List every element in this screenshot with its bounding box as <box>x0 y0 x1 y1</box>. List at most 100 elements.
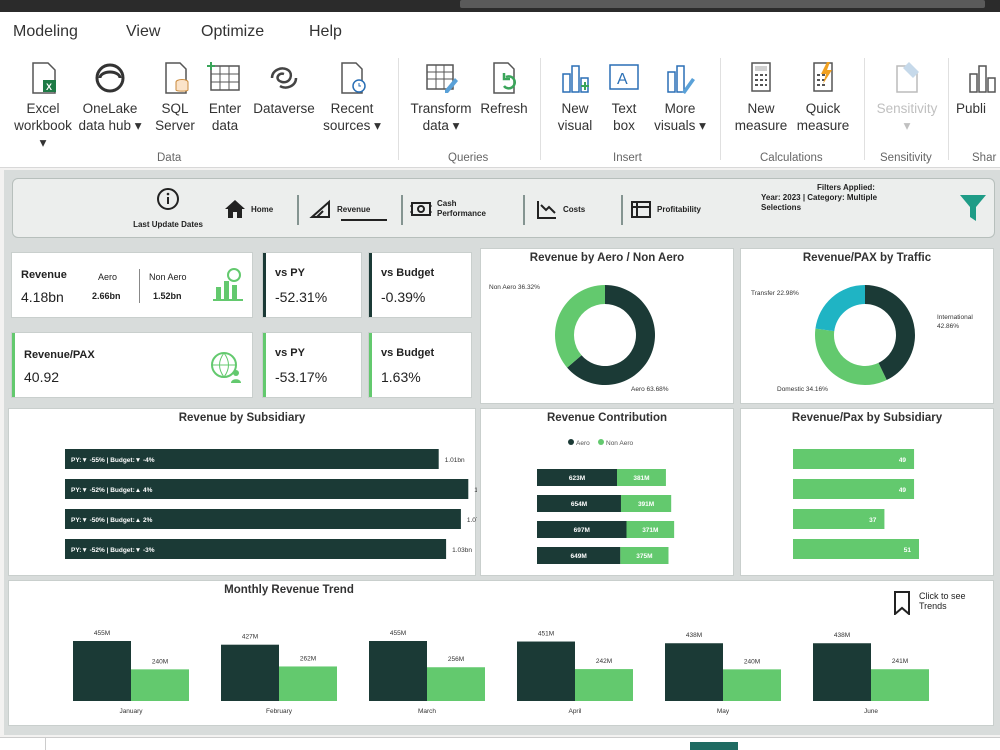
group-label-data: Data <box>157 152 182 164</box>
filters-applied: Filters Applied: Year: 2023 | Category: … <box>761 183 878 212</box>
group-label-queries: Queries <box>448 152 489 164</box>
sql-server-button[interactable]: SQL Server <box>150 60 200 134</box>
kpi-revenue-pax-card: Revenue/PAX 40.92 <box>11 332 253 398</box>
aero-column <box>813 643 871 701</box>
revenue-contribution-chart-card: Revenue Contribution Aero Non Aero 623M 381… <box>480 408 734 576</box>
chart-title: Revenue/Pax by Subsidiary <box>791 412 943 424</box>
nav-home[interactable]: Home <box>223 197 273 221</box>
data-label: Transfer 22.98% <box>751 290 799 297</box>
chart-title: Revenue by Aero / Non Aero <box>529 252 685 264</box>
category-label: June <box>864 708 878 715</box>
value-label: 455M <box>94 630 110 637</box>
transform-data-icon <box>426 64 458 93</box>
nav-costs[interactable]: Costs <box>535 197 585 221</box>
pax-bar <box>793 449 915 469</box>
group-label-share: Shar <box>972 152 997 164</box>
menu-help[interactable]: Help <box>309 23 342 40</box>
revenue-aero-chart-card: Revenue by Aero / Non Aero Aero 63.68% No… <box>480 248 734 404</box>
excel-workbook-button[interactable]: X Excel workbook ▾ <box>14 60 72 151</box>
horizontal-bar-chart[interactable]: 49 49 37 51 <box>741 429 995 577</box>
column-chart[interactable]: 455M 240M January 427M 262M February 455M 256M M… <box>9 601 995 727</box>
menu-view[interactable]: View <box>126 23 161 40</box>
onelake-data-hub-button[interactable]: OneLake data hub ▾ <box>78 60 142 134</box>
publish-button[interactable]: Publi <box>956 60 1000 117</box>
quick-measure-button[interactable]: Quick measure <box>792 60 854 134</box>
non-aero-segment <box>620 547 669 564</box>
donut-chart[interactable]: International 42.86% Domestic 34.16% Transf… <box>741 269 995 405</box>
bookmark-icon <box>894 591 910 615</box>
menu-modeling[interactable]: Modeling <box>13 23 78 40</box>
new-measure-button[interactable]: New measure <box>730 60 792 134</box>
category-label: March <box>418 708 436 715</box>
stacked-bar-chart[interactable]: Aero Non Aero 623M 381M 654M 391M 697M 371M 649M… <box>481 429 735 577</box>
transform-data-button[interactable]: Transform data ▾ <box>406 60 476 134</box>
sql-server-icon <box>165 62 189 94</box>
last-update-button[interactable]: Last Update Dates <box>123 187 213 229</box>
bar-label: PY:▼ -50% | Budget:▲ 2% <box>71 517 153 524</box>
text-box-button[interactable]: A Text box <box>602 60 646 134</box>
new-visual-button[interactable]: New visual <box>550 60 600 134</box>
data-label: Domestic 34.16% <box>777 386 828 393</box>
revenue-subsidiary-chart-card: Revenue by Subsidiary PY:▼ -55% | Budget… <box>8 408 477 577</box>
donut-slice-international <box>865 285 915 381</box>
nav-cash-performance[interactable]: Cash Performance <box>409 197 486 221</box>
kpi-vs-py-card: vs PY -52.31% <box>262 252 362 318</box>
category-label: April <box>568 708 582 715</box>
ribbon-separator <box>398 58 399 160</box>
recent-sources-button[interactable]: Recent sources ▾ <box>320 60 384 134</box>
more-visuals-icon <box>667 65 695 94</box>
home-icon <box>225 200 245 218</box>
sensitivity-button[interactable]: Sensitivity ▾ <box>870 60 944 134</box>
revenue-pax-traffic-chart-card: Revenue/PAX by Traffic International 42.8… <box>740 248 994 404</box>
page-tabs <box>0 737 1000 750</box>
nav-revenue[interactable]: Revenue <box>309 197 370 221</box>
data-label: Aero 63.68% <box>631 386 669 393</box>
horizontal-bar-chart[interactable]: PY:▼ -55% | Budget:▼ -4% 1.01bn PY:▼ -52% … <box>9 429 477 577</box>
monthly-trend-chart-card: Monthly Revenue Trend Click to see Trend… <box>8 580 994 726</box>
segment-label: 654M <box>571 501 587 508</box>
non-aero-segment <box>617 469 666 486</box>
value-label: 49 <box>899 487 907 494</box>
trends-link[interactable]: Click to see Trends <box>893 591 966 615</box>
ribbon: X Excel workbook ▾ OneLake data hub ▾ SQL S… <box>0 54 1000 168</box>
filter-icon[interactable] <box>959 193 987 223</box>
aero-column <box>517 641 575 701</box>
category-label: May <box>717 708 730 715</box>
aero-column <box>369 641 427 701</box>
revenue-icon <box>309 199 330 218</box>
nav-profitability[interactable]: Profitability <box>629 197 701 221</box>
segment-label: 623M <box>569 475 585 482</box>
donut-chart[interactable]: Aero 63.68% Non Aero 36.32% <box>481 269 735 405</box>
value-label: 1.07bn <box>467 517 477 524</box>
nav-separator <box>297 195 299 225</box>
sensitivity-icon <box>896 62 919 93</box>
publish-icon <box>969 65 996 93</box>
aero-column <box>221 644 279 701</box>
report-navigation: Last Update Dates Home Revenue Cash Perfo… <box>12 178 995 238</box>
bar-chart-icon <box>562 65 589 93</box>
kpi-vs-budget-card: vs Budget -0.39% <box>368 252 472 318</box>
report-canvas: Last Update Dates Home Revenue Cash Perfo… <box>4 170 1000 735</box>
value-label: 256M <box>448 656 464 663</box>
dataverse-button[interactable]: Dataverse <box>250 60 318 117</box>
search-box[interactable] <box>460 0 985 8</box>
non-aero-segment <box>626 521 675 538</box>
pax-bar <box>793 509 885 529</box>
segment-label: 375M <box>636 553 652 560</box>
group-label-calculations: Calculations <box>760 152 823 164</box>
ribbon-separator <box>948 58 949 160</box>
enter-data-button[interactable]: Enter data <box>202 60 248 134</box>
chart-title: Monthly Revenue Trend <box>224 584 354 596</box>
subsidiary-bar <box>65 479 469 499</box>
aero-segment <box>537 495 621 512</box>
value-label: 240M <box>744 658 760 665</box>
aero-segment <box>537 469 617 486</box>
more-visuals-button[interactable]: More visuals ▾ <box>650 60 710 134</box>
menu-bar: Modeling View Optimize Help <box>0 12 1000 54</box>
menu-optimize[interactable]: Optimize <box>201 23 265 40</box>
refresh-button[interactable]: Refresh <box>478 60 530 117</box>
active-page-tab[interactable] <box>690 742 738 750</box>
dataverse-icon <box>270 67 298 89</box>
data-label: 42.86% <box>937 323 959 330</box>
info-icon <box>157 188 179 210</box>
